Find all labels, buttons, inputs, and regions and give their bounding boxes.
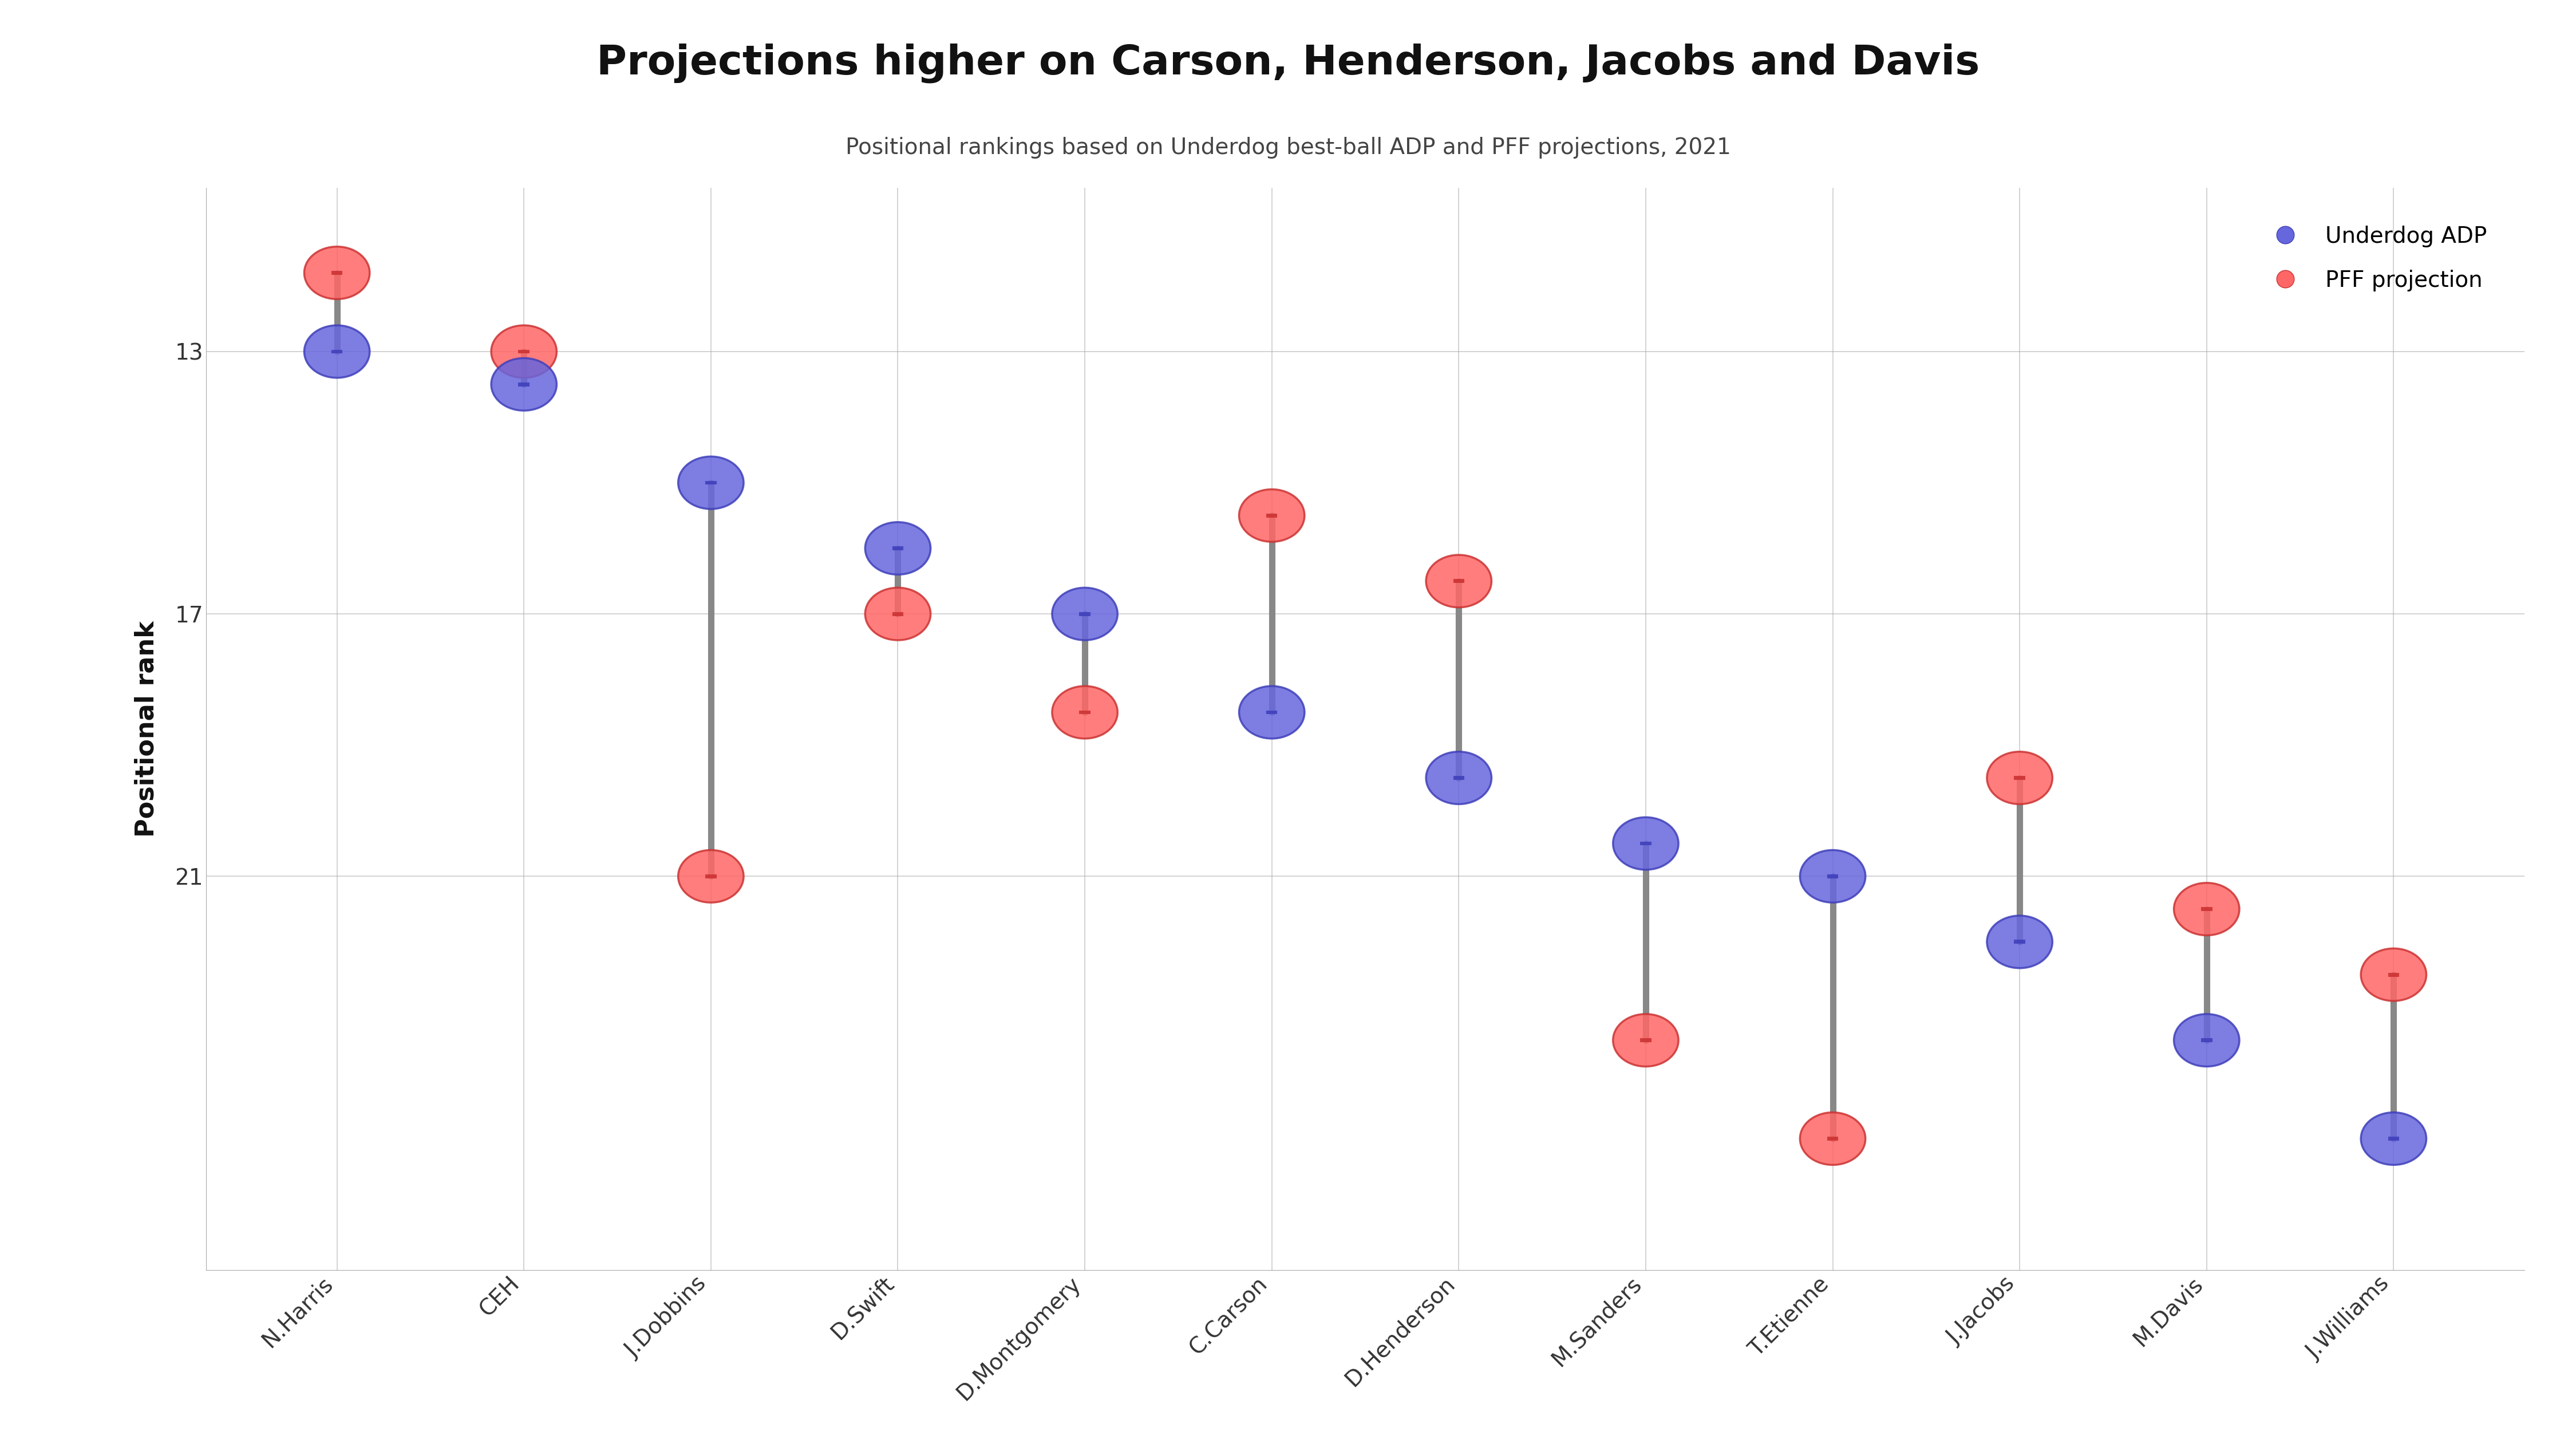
Bar (706, 481, 716, 485)
Bar (891, 612, 904, 616)
Bar (1453, 776, 1463, 779)
Bar (2200, 1039, 2213, 1042)
Bar (2388, 1137, 2398, 1140)
Bar (332, 349, 343, 354)
Legend: Underdog ADP, PFF projection: Underdog ADP, PFF projection (2236, 199, 2514, 317)
Bar (2014, 776, 2025, 779)
Ellipse shape (1801, 1113, 1865, 1165)
Ellipse shape (1613, 1014, 1680, 1066)
Bar (1641, 1039, 1651, 1042)
Bar (1267, 514, 1278, 518)
Bar (891, 547, 904, 550)
Bar (706, 874, 716, 879)
Bar (1079, 612, 1090, 616)
Ellipse shape (866, 522, 930, 574)
Bar (518, 349, 531, 354)
Bar (2014, 939, 2025, 944)
Ellipse shape (1239, 685, 1303, 739)
Bar (1641, 841, 1651, 846)
Bar (2388, 973, 2398, 977)
Text: Positional rankings based on Underdog best-ball ADP and PFF projections, 2021: Positional rankings based on Underdog be… (845, 137, 1731, 159)
Bar (1826, 1137, 1839, 1140)
Ellipse shape (1427, 556, 1492, 608)
Ellipse shape (1986, 916, 2053, 968)
Ellipse shape (677, 850, 744, 902)
Bar (2200, 908, 2213, 911)
Ellipse shape (304, 325, 371, 378)
Ellipse shape (1239, 489, 1303, 541)
Ellipse shape (1986, 752, 2053, 804)
Ellipse shape (1051, 685, 1118, 739)
Text: Projections higher on Carson, Henderson, Jacobs and Davis: Projections higher on Carson, Henderson,… (598, 43, 1978, 84)
Y-axis label: Positional rank: Positional rank (134, 620, 160, 837)
Ellipse shape (2360, 948, 2427, 1001)
Ellipse shape (866, 587, 930, 641)
Ellipse shape (2360, 1113, 2427, 1165)
Ellipse shape (1427, 752, 1492, 804)
Bar (1267, 710, 1278, 714)
Ellipse shape (2174, 883, 2239, 935)
Bar (1453, 579, 1463, 583)
Ellipse shape (1801, 850, 1865, 902)
Ellipse shape (1613, 817, 1680, 870)
Ellipse shape (492, 325, 556, 378)
Bar (332, 271, 343, 274)
Ellipse shape (304, 247, 371, 299)
Ellipse shape (2174, 1014, 2239, 1066)
Bar (1826, 874, 1839, 879)
Bar (1079, 710, 1090, 714)
Ellipse shape (1051, 587, 1118, 641)
Bar (518, 382, 531, 387)
Ellipse shape (492, 358, 556, 411)
Ellipse shape (677, 456, 744, 509)
